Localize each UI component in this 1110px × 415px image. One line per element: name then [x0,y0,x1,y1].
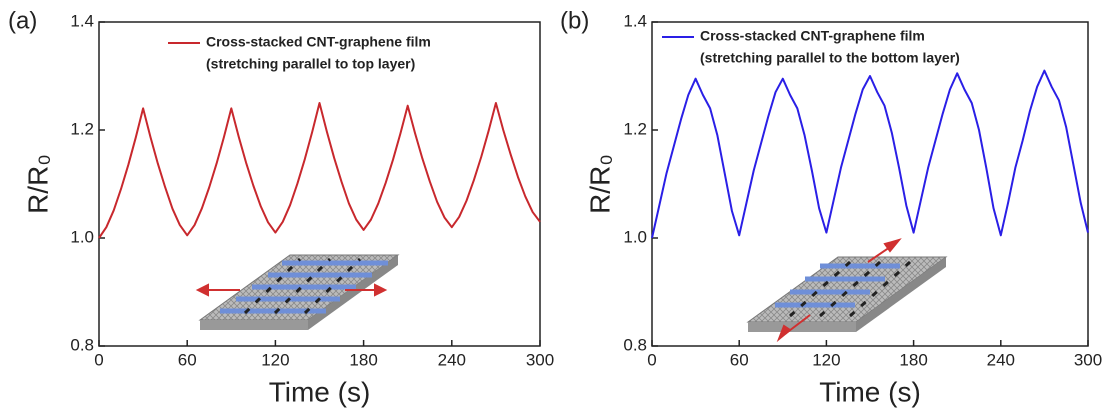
x-tick-label: 240 [438,350,466,369]
x-axis-label: Time (s) [269,376,371,407]
x-tick-label: 300 [526,350,554,369]
y-tick-label: 1.2 [70,119,94,138]
y-axis-label: R/R₀ [584,154,615,214]
plot-frame [651,21,1089,347]
x-tick-label: 240 [987,350,1015,369]
y-tick-label: 1.2 [623,119,647,138]
x-tick-label: 0 [647,350,656,369]
plot-frame [98,21,541,347]
panel-label: (a) [8,7,37,34]
x-tick-label: 120 [261,350,289,369]
y-tick-label: 0.8 [70,335,94,354]
y-tick-label: 1.0 [70,227,94,246]
inset-diagram [195,254,400,330]
legend-subtitle: (stretching parallel to top layer) [206,56,415,72]
x-tick-label: 180 [899,350,927,369]
x-axis-label: Time (s) [819,376,921,407]
x-tick-label: 60 [178,350,197,369]
y-axis-label: R/R₀ [22,154,53,214]
data-line [651,69,1089,239]
inset-diagram [746,238,948,343]
data-line [98,102,541,239]
legend-label: Cross-stacked CNT-graphene film [206,34,431,50]
y-tick-label: 1.4 [623,11,647,30]
x-tick-label: 0 [94,350,103,369]
x-tick-label: 180 [349,350,377,369]
x-tick-label: 60 [730,350,749,369]
legend-subtitle: (stretching parallel to the bottom layer… [700,50,960,66]
x-tick-label: 120 [812,350,840,369]
x-tick-label: 300 [1074,350,1102,369]
y-tick-label: 1.4 [70,11,94,30]
legend-label: Cross-stacked CNT-graphene film [700,28,925,44]
y-tick-label: 0.8 [623,335,647,354]
y-tick-label: 1.0 [623,227,647,246]
panel-label: (b) [560,7,589,34]
